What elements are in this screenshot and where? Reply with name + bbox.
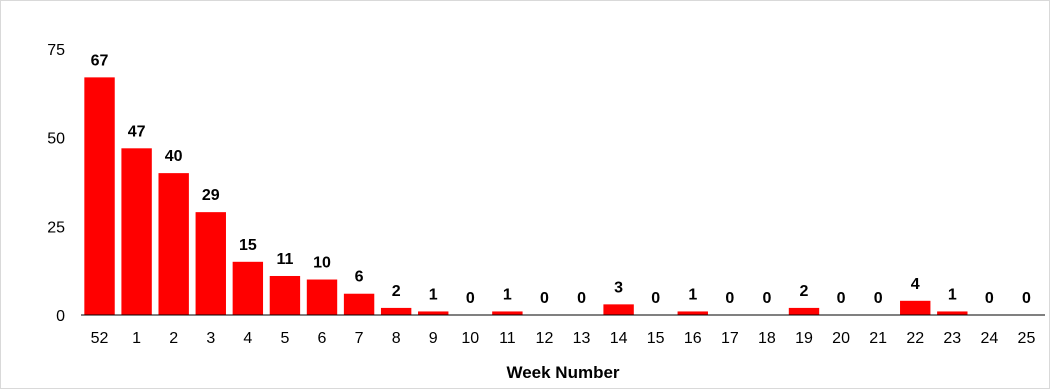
bar-week-8 [380,307,412,315]
x-tick-labels: 52 1 2 3 4 5 6 7 8 9 10 11 12 13 14 15 16 17 18 19 20 21 22 23 2… [91,330,1036,347]
bar-week-3 [195,212,226,315]
data-label-week-6: 10 [313,255,331,272]
x-tick-label-14: 14 [610,330,628,347]
data-label-week-12: 0 [540,290,549,307]
x-tick-label-25: 25 [1018,330,1036,347]
bar-week-1 [121,148,152,315]
bar-week-22 [900,300,931,315]
data-label-week-7: 6 [355,269,364,286]
x-tick-label-23: 23 [943,330,961,347]
x-tick-label-24: 24 [980,330,998,347]
data-label-week-8: 2 [392,283,401,300]
x-tick-label-2: 2 [169,330,178,347]
bar-week-5 [269,275,301,315]
x-tick-label-9: 9 [429,330,438,347]
x-tick-label-17: 17 [721,330,739,347]
x-tick-label-6: 6 [318,330,327,347]
x-tick-label-8: 8 [392,330,401,347]
data-label-week-21: 0 [874,290,883,307]
x-tick-label-3: 3 [206,330,215,347]
x-tick-label-20: 20 [832,330,850,347]
data-label-week-16: 1 [688,286,697,303]
data-label-week-52: 67 [91,52,109,69]
x-tick-label-10: 10 [461,330,479,347]
x-tick-label-15: 15 [647,330,665,347]
data-label-week-11: 1 [503,286,512,303]
bar-week-6 [306,279,338,315]
y-tick-label-75: 75 [47,42,65,59]
data-label-week-1: 47 [128,123,146,140]
data-label-week-5: 11 [276,251,293,268]
x-tick-label-18: 18 [758,330,776,347]
x-tick-label-52: 52 [91,330,109,347]
bar-week-4 [232,261,264,315]
x-tick-label-16: 16 [684,330,702,347]
y-tick-label-0: 0 [56,308,65,325]
data-label-week-10: 0 [466,290,475,307]
bar-week-11 [492,311,523,315]
x-tick-label-22: 22 [906,330,924,347]
data-label-week-22: 4 [911,276,920,293]
data-label-week-25: 0 [1022,290,1031,307]
x-tick-label-12: 12 [536,330,554,347]
x-tick-label-1: 1 [132,330,141,347]
bar-week-14 [603,304,634,315]
data-label-week-24: 0 [985,290,994,307]
x-tick-label-21: 21 [869,330,887,347]
bar-week-52 [84,77,115,316]
y-tick-labels: 0 25 50 75 [47,42,65,325]
bar-week-2 [158,173,189,315]
x-axis-title: Week Number [506,363,619,382]
bar-week-23 [937,311,968,315]
data-label-week-13: 0 [577,290,586,307]
data-label-week-2: 40 [165,148,183,165]
bar-week-19 [788,307,820,315]
data-label-week-9: 1 [429,286,438,303]
x-tick-label-5: 5 [280,330,289,347]
y-tick-label-50: 50 [47,131,65,148]
bar-week-16 [677,311,708,315]
x-tick-label-7: 7 [355,330,364,347]
x-tick-label-11: 11 [499,330,516,347]
x-tick-label-13: 13 [573,330,591,347]
bar-week-9 [418,311,449,315]
data-label-week-4: 15 [239,237,257,254]
y-tick-label-25: 25 [47,219,65,236]
data-label-week-3: 29 [202,187,220,204]
bar-week-7 [343,293,375,315]
data-label-week-15: 0 [651,290,660,307]
x-tick-label-4: 4 [243,330,252,347]
data-label-week-19: 2 [800,283,809,300]
data-label-week-17: 0 [725,290,734,307]
data-label-week-20: 0 [837,290,846,307]
data-label-week-18: 0 [762,290,771,307]
data-label-week-23: 1 [948,286,957,303]
x-tick-label-19: 19 [795,330,813,347]
bars-layer [84,77,968,316]
data-label-week-14: 3 [614,279,623,296]
